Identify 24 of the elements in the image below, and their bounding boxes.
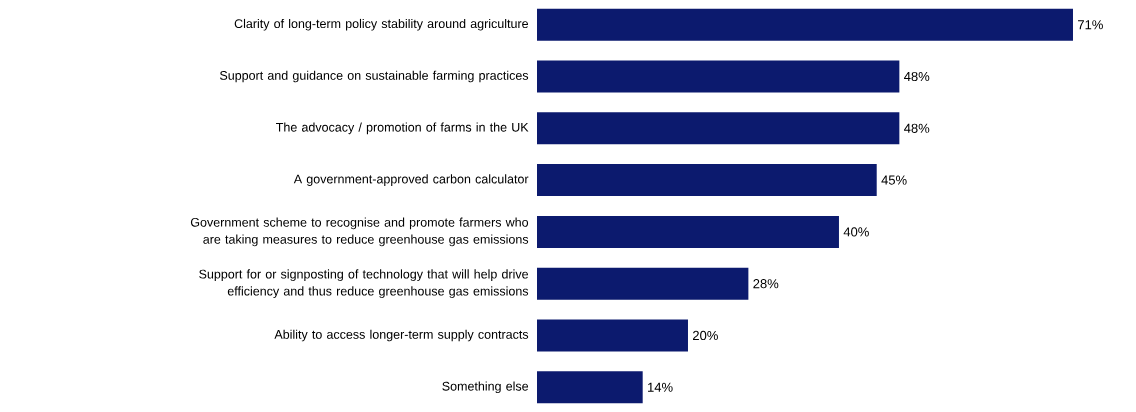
bar bbox=[537, 8, 1073, 41]
y-tick-label: Support for or signposting of technology that will help drive efficiency and thus reduce greenhouse gas emissions bbox=[199, 269, 529, 298]
bar bbox=[537, 267, 749, 300]
data-label: 48% bbox=[904, 71, 930, 82]
data-label: 45% bbox=[881, 175, 907, 185]
bar bbox=[537, 112, 900, 145]
y-tick-label: A government-approved carbon calculator bbox=[293, 174, 529, 186]
bar bbox=[537, 164, 877, 197]
data-label: 48% bbox=[904, 123, 930, 133]
data-label: 40% bbox=[843, 227, 869, 237]
y-tick-label: Government scheme to recognise and promote farmers who are taking measures to reduce greenhouse gas emissions bbox=[190, 217, 529, 247]
y-tick-label: Support and guidance on sustainable farming practices bbox=[219, 70, 529, 83]
bar bbox=[537, 319, 688, 352]
data-label: 28% bbox=[753, 279, 779, 289]
bar bbox=[537, 60, 900, 93]
data-label: 71% bbox=[1078, 20, 1103, 30]
y-tick-label: The advocacy / promotion of farms in the UK bbox=[276, 122, 529, 135]
y-tick-label: Ability to access longer-term supply contracts bbox=[274, 329, 529, 342]
data-label: 14% bbox=[648, 382, 673, 392]
y-tick-label: Something else bbox=[442, 381, 529, 394]
y-tick-label: Clarity of long-term policy stability around agriculture bbox=[234, 18, 529, 31]
bar bbox=[537, 215, 839, 248]
bar bbox=[537, 371, 643, 404]
data-label: 20% bbox=[693, 330, 718, 341]
